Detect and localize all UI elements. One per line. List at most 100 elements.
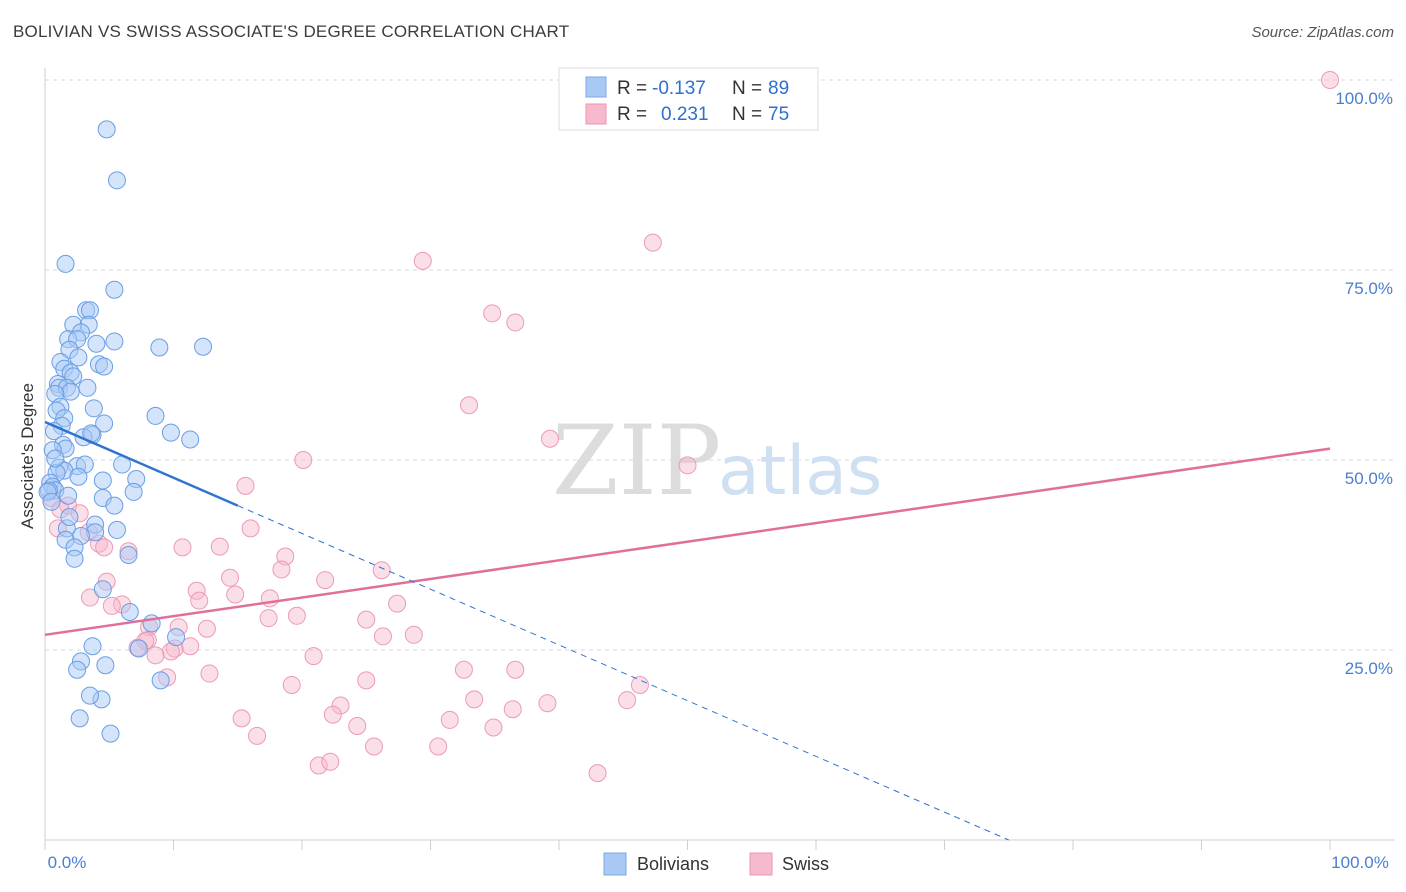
bolivian-point xyxy=(69,348,88,367)
swiss-point xyxy=(294,451,313,469)
swiss-point xyxy=(272,560,291,579)
bolivian-point xyxy=(146,406,165,425)
y-axis-title: Associate's Degree xyxy=(18,383,37,529)
swiss-point xyxy=(309,756,328,775)
swiss-point xyxy=(232,709,251,728)
swiss-point xyxy=(357,610,376,629)
watermark: ZIP atlas xyxy=(552,405,882,517)
swiss-point xyxy=(643,233,662,252)
legend-n-label-bolivians: N = xyxy=(732,78,762,99)
swiss-point xyxy=(541,429,560,448)
swiss-point xyxy=(413,251,432,270)
swiss-point xyxy=(173,538,192,557)
chart-title: BOLIVIAN VS SWISS ASSOCIATE'S DEGREE COR… xyxy=(13,22,570,41)
bolivian-point xyxy=(68,660,87,679)
swiss-point xyxy=(357,671,376,690)
bottom-legend-label-bolivians: Bolivians xyxy=(637,854,709,874)
swiss-point xyxy=(241,519,260,538)
bolivian-point xyxy=(93,471,112,490)
swiss-point xyxy=(287,606,306,625)
swiss-point xyxy=(372,561,391,580)
swiss-point xyxy=(226,585,245,604)
gridlines xyxy=(45,79,1395,651)
legend-swatch-bolivians xyxy=(585,76,607,98)
bolivian-point xyxy=(87,334,106,353)
watermark-atlas: atlas xyxy=(718,432,882,511)
bolivian-point xyxy=(107,520,126,539)
swiss-point xyxy=(506,313,525,332)
bolivian-point xyxy=(97,120,116,139)
bottom-legend-label-swiss: Swiss xyxy=(782,854,829,874)
swiss-point xyxy=(1321,71,1339,89)
bolivian-point xyxy=(83,637,102,656)
y-tick-label-0: 25.0% xyxy=(1345,659,1393,678)
legend-r-value-bolivians: -0.137 xyxy=(652,78,706,99)
bolivian-point xyxy=(150,338,169,357)
swiss-point xyxy=(146,646,165,665)
x-tick-label-max: 100.0% xyxy=(1331,853,1389,872)
swiss-point xyxy=(484,718,503,737)
x-tick-label-min: 0.0% xyxy=(48,853,87,872)
swiss-point xyxy=(630,675,649,694)
watermark-zip: ZIP xyxy=(552,405,721,517)
swiss-point xyxy=(348,717,367,735)
swiss-point xyxy=(197,619,216,638)
swiss-point xyxy=(248,726,267,745)
bolivian-point xyxy=(105,280,124,299)
bolivian-point xyxy=(101,724,120,743)
bolivian-point xyxy=(78,378,97,397)
bolivian-point xyxy=(120,603,139,621)
bolivian-point xyxy=(80,686,99,705)
trend-lines xyxy=(44,420,1331,841)
y-tick-label-2: 75.0% xyxy=(1345,279,1393,298)
bolivian-point xyxy=(60,508,79,526)
swiss-point xyxy=(538,694,557,713)
bolivian-point xyxy=(70,709,89,728)
swiss-point xyxy=(388,594,407,613)
bolivian-point xyxy=(105,332,124,351)
swiss-point xyxy=(316,571,335,590)
swiss-point xyxy=(483,304,502,323)
bolivian-point xyxy=(105,496,124,515)
bolivian-point xyxy=(84,399,103,418)
legend-n-value-swiss: 75 xyxy=(768,104,789,125)
legend-n-value-bolivians: 89 xyxy=(768,78,789,99)
bolivian-point xyxy=(95,357,114,376)
swiss-point xyxy=(304,647,323,666)
swiss-point xyxy=(454,660,473,679)
swiss-point xyxy=(95,538,114,557)
bolivian-point xyxy=(194,337,213,356)
bolivian-point xyxy=(95,414,114,433)
bolivian-point xyxy=(42,492,61,511)
swiss-point xyxy=(210,537,229,556)
legend-r-label-bolivians: R = xyxy=(617,78,647,99)
bolivian-point xyxy=(151,671,170,690)
bolivian-point xyxy=(93,580,112,599)
swiss-point xyxy=(440,710,459,729)
bolivian-point xyxy=(56,254,75,273)
y-tick-label-3: 100.0% xyxy=(1335,89,1393,108)
swiss-point xyxy=(181,637,200,656)
legend-r-value-swiss: 0.231 xyxy=(661,104,709,125)
swiss-point xyxy=(503,700,522,719)
swiss-point xyxy=(80,588,99,607)
swiss-point xyxy=(404,625,423,644)
swiss-point xyxy=(373,627,392,646)
swiss-point xyxy=(221,568,240,587)
swiss-point xyxy=(460,396,479,415)
bolivian-point xyxy=(167,628,186,647)
swiss-point xyxy=(618,691,637,710)
swiss-point xyxy=(190,591,209,610)
swiss-point xyxy=(364,737,383,756)
bolivian-point xyxy=(161,423,180,442)
bolivian-point xyxy=(96,656,115,675)
swiss-point xyxy=(678,456,697,475)
bolivian-point xyxy=(181,430,200,449)
swiss-point xyxy=(282,675,301,694)
bolivian-point xyxy=(124,482,143,501)
bolivian-point xyxy=(46,449,65,468)
bolivian-point xyxy=(107,171,126,190)
swiss-point xyxy=(506,660,525,679)
swiss-point xyxy=(465,690,484,709)
